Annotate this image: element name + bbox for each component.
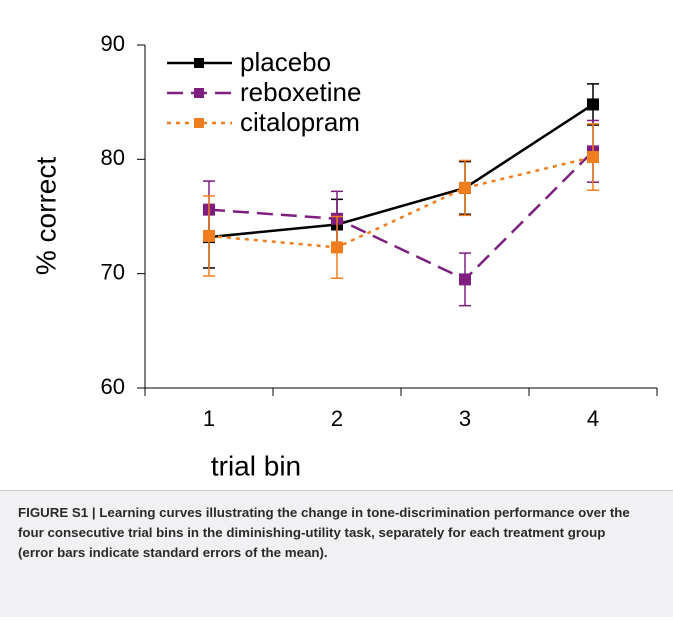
marker bbox=[459, 181, 471, 194]
y-tick-label: 80 bbox=[101, 145, 125, 170]
legend-label: reboxetine bbox=[240, 77, 361, 107]
marker bbox=[459, 273, 471, 286]
marker bbox=[331, 241, 343, 254]
series-line bbox=[208, 155, 594, 249]
x-tick-label: 4 bbox=[587, 406, 599, 431]
x-tick-label: 1 bbox=[203, 406, 215, 431]
marker bbox=[203, 229, 215, 242]
legend-marker bbox=[194, 118, 204, 128]
caption: FIGURE S1 | Learning curves illustrating… bbox=[18, 505, 630, 560]
series-line bbox=[208, 150, 594, 281]
y-tick-label: 90 bbox=[101, 31, 125, 56]
marker bbox=[587, 98, 599, 111]
y-tick-label: 60 bbox=[101, 374, 125, 399]
series-line bbox=[208, 103, 594, 239]
x-tick-label: 3 bbox=[459, 406, 471, 431]
legend-label: citalopram bbox=[240, 107, 360, 137]
x-tick-label: 2 bbox=[331, 406, 343, 431]
legend-label: placebo bbox=[240, 47, 331, 77]
y-axis-title: % correct bbox=[30, 157, 61, 275]
caption-box: FIGURE S1 | Learning curves illustrating… bbox=[0, 490, 673, 617]
marker bbox=[587, 151, 599, 164]
legend-marker bbox=[194, 58, 204, 68]
x-axis-title: trial bin bbox=[211, 450, 301, 481]
chart: trial bin % correct 60 70 80 90 1 2 3 4 placebor… bbox=[30, 31, 658, 481]
y-tick-label: 70 bbox=[101, 259, 125, 284]
legend-marker bbox=[194, 88, 204, 98]
